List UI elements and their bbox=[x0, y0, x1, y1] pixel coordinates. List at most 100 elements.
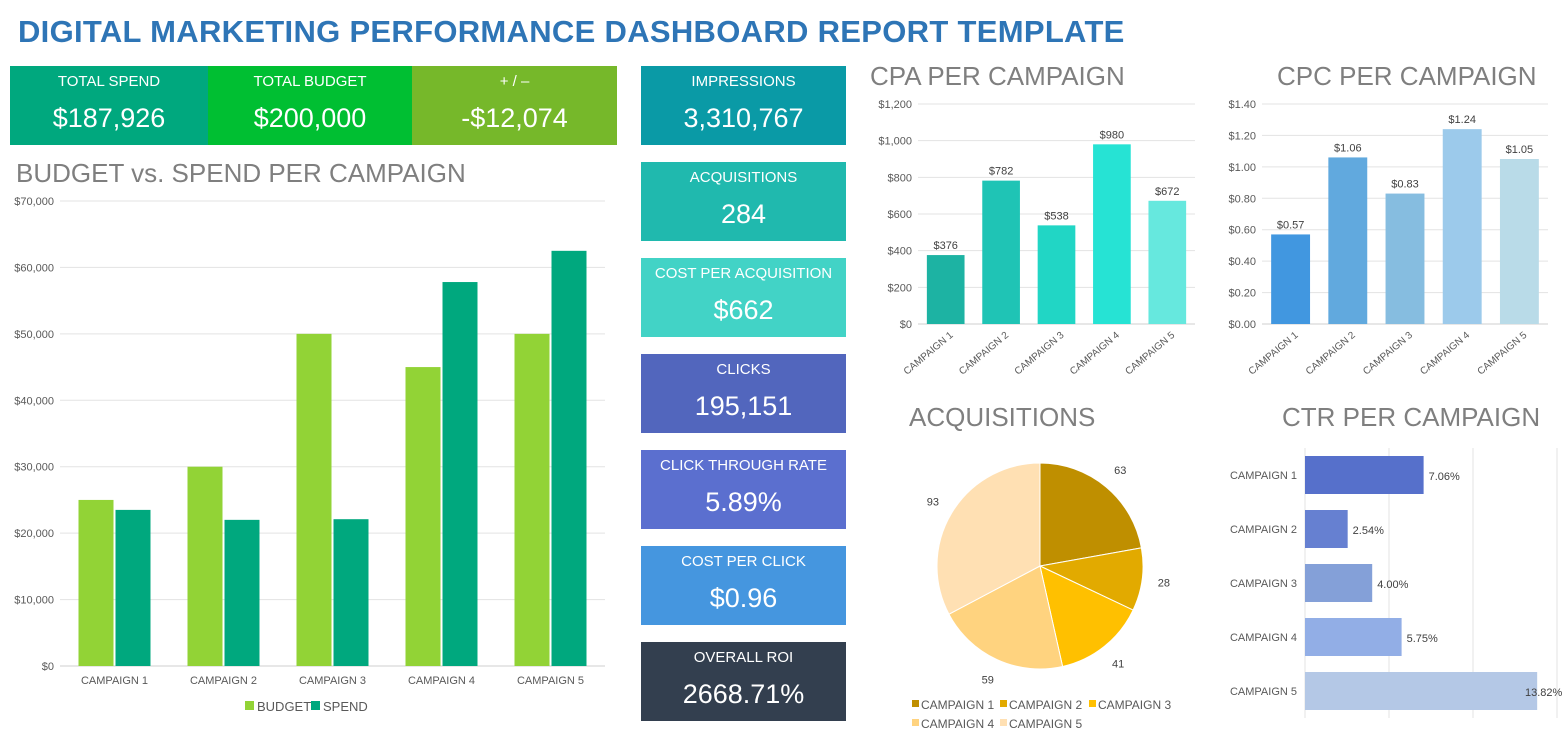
cpc-y-tick: $1.20 bbox=[1228, 130, 1256, 142]
ctr-data-label: 4.00% bbox=[1377, 579, 1408, 591]
cpc-y-tick: $0.40 bbox=[1228, 256, 1256, 268]
legend-swatch bbox=[1089, 700, 1096, 707]
kpi-: + / – -$12,074 bbox=[412, 66, 617, 145]
legend-swatch-spend bbox=[311, 701, 320, 710]
ctr-y-tick: CAMPAIGN 3 bbox=[1230, 578, 1297, 590]
pie-slice-campaign-4 bbox=[948, 565, 1064, 670]
legend-label: CAMPAIGN 2 bbox=[1009, 698, 1082, 712]
budget-bar-budget bbox=[187, 466, 223, 666]
kpi-cost-per-acquisition: COST PER ACQUISITION $662 bbox=[641, 258, 846, 337]
cpc-x-tick: CAMPAIGN 5 bbox=[1476, 330, 1530, 378]
kpi-clicks: CLICKS 195,151 bbox=[641, 354, 846, 433]
ctr-y-tick: CAMPAIGN 5 bbox=[1230, 686, 1297, 698]
budget-y-tick: $60,000 bbox=[14, 262, 54, 274]
cpa-data-label: $672 bbox=[1155, 186, 1179, 198]
cpa-data-label: $538 bbox=[1044, 210, 1068, 222]
budget-bar-budget bbox=[78, 499, 114, 666]
cpa-bar bbox=[1093, 144, 1131, 324]
ctr-y-tick: CAMPAIGN 4 bbox=[1230, 632, 1297, 644]
cpc-y-tick: $0.00 bbox=[1228, 319, 1256, 331]
kpi-label: + / – bbox=[499, 73, 530, 90]
kpi-total-budget: TOTAL BUDGET $200,000 bbox=[208, 66, 412, 145]
cpc-bar bbox=[1385, 193, 1425, 324]
cpc-x-tick: CAMPAIGN 4 bbox=[1418, 330, 1472, 378]
ctr-bar bbox=[1305, 618, 1402, 656]
cpa-x-tick: CAMPAIGN 4 bbox=[1068, 330, 1122, 378]
pie-slice-campaign-3 bbox=[1039, 565, 1134, 668]
cpc-data-label: $1.24 bbox=[1448, 114, 1476, 126]
cpa-y-tick: $400 bbox=[888, 246, 912, 258]
cpc-y-tick: $1.40 bbox=[1228, 99, 1256, 111]
budget-x-tick: CAMPAIGN 5 bbox=[517, 675, 584, 687]
cpa-y-tick: $0 bbox=[900, 319, 912, 331]
budget-x-tick: CAMPAIGN 3 bbox=[299, 675, 366, 687]
kpi-overall-roi: OVERALL ROI 2668.71% bbox=[641, 642, 846, 721]
budget-x-tick: CAMPAIGN 4 bbox=[408, 675, 475, 687]
cpc-y-tick: $1.00 bbox=[1228, 162, 1256, 174]
legend-label: CAMPAIGN 3 bbox=[1098, 698, 1171, 712]
pie-slice-campaign-5 bbox=[936, 462, 1041, 615]
legend-swatch bbox=[1000, 719, 1007, 726]
cpc-bar bbox=[1328, 157, 1368, 324]
kpi-impressions: IMPRESSIONS 3,310,767 bbox=[641, 66, 846, 145]
kpi-label: ACQUISITIONS bbox=[689, 169, 798, 186]
ctr-chart-title: CTR PER CAMPAIGN bbox=[1282, 402, 1541, 432]
cpc-data-label: $0.83 bbox=[1391, 179, 1419, 191]
kpi-value: 3,310,767 bbox=[683, 103, 804, 133]
cpa-bar bbox=[926, 255, 965, 324]
cpc-bar bbox=[1442, 129, 1482, 324]
budget-bar-spend bbox=[551, 250, 587, 667]
ctr-data-label: 2.54% bbox=[1353, 525, 1384, 537]
legend-label: CAMPAIGN 4 bbox=[921, 717, 994, 731]
cpa-y-tick: $1,200 bbox=[878, 99, 912, 111]
budget-bar-spend bbox=[333, 519, 369, 666]
kpi-value: 2668.71% bbox=[682, 679, 805, 709]
ctr-y-tick: CAMPAIGN 2 bbox=[1230, 524, 1297, 536]
cpa-bar bbox=[1148, 200, 1187, 324]
pie-data-label: 41 bbox=[1112, 659, 1124, 671]
kpi-value: 5.89% bbox=[705, 487, 782, 517]
kpi-cost-per-click: COST PER CLICK $0.96 bbox=[641, 546, 846, 625]
cpc-x-tick: CAMPAIGN 3 bbox=[1361, 330, 1415, 378]
budget-bar-spend bbox=[224, 519, 260, 666]
kpi-value: $662 bbox=[713, 295, 774, 325]
cpc-y-tick: $0.60 bbox=[1228, 225, 1256, 237]
legend-swatch-budget bbox=[245, 701, 254, 710]
budget-y-tick: $20,000 bbox=[14, 528, 54, 540]
acq-chart-title: ACQUISITIONS bbox=[909, 402, 1096, 432]
budget-y-tick: $50,000 bbox=[14, 329, 54, 341]
kpi-label: CLICKS bbox=[716, 361, 771, 378]
pie-slice-campaign-1 bbox=[1039, 462, 1142, 567]
cpc-bar bbox=[1271, 234, 1311, 324]
cpa-x-tick: CAMPAIGN 1 bbox=[902, 330, 956, 378]
cpc-data-label: $1.05 bbox=[1506, 144, 1534, 156]
ctr-data-label: 13.82% bbox=[1525, 687, 1563, 699]
budget-y-tick: $70,000 bbox=[14, 196, 54, 208]
cpa-x-tick: CAMPAIGN 5 bbox=[1123, 330, 1177, 378]
cpc-y-tick: $0.20 bbox=[1228, 288, 1256, 300]
ctr-data-label: 5.75% bbox=[1407, 633, 1438, 645]
budget-y-tick: $40,000 bbox=[14, 395, 54, 407]
ctr-bar bbox=[1305, 510, 1348, 548]
budget-x-tick: CAMPAIGN 2 bbox=[190, 675, 257, 687]
pie-data-label: 59 bbox=[982, 675, 994, 687]
cpc-chart-title: CPC PER CAMPAIGN bbox=[1277, 61, 1537, 91]
legend-label: CAMPAIGN 5 bbox=[1009, 717, 1082, 731]
pie-data-label: 63 bbox=[1114, 465, 1126, 477]
page-title: DIGITAL MARKETING PERFORMANCE DASHBOARD … bbox=[18, 14, 1125, 49]
kpi-label: IMPRESSIONS bbox=[691, 73, 796, 90]
cpa-x-tick: CAMPAIGN 3 bbox=[1013, 330, 1067, 378]
kpi-total-spend: TOTAL SPEND $187,926 bbox=[10, 66, 208, 145]
cpc-data-label: $1.06 bbox=[1334, 142, 1362, 154]
legend-swatch bbox=[912, 719, 919, 726]
ctr-data-label: 7.06% bbox=[1429, 471, 1460, 483]
cpc-y-tick: $0.80 bbox=[1228, 193, 1256, 205]
kpi-value: 195,151 bbox=[694, 391, 793, 421]
cpa-chart-title: CPA PER CAMPAIGN bbox=[870, 61, 1125, 91]
kpi-value: -$12,074 bbox=[461, 103, 568, 133]
kpi-value: 284 bbox=[720, 199, 767, 229]
budget-x-tick: CAMPAIGN 1 bbox=[81, 675, 148, 687]
legend-label: BUDGET bbox=[257, 699, 311, 714]
pie-data-label: 93 bbox=[927, 497, 939, 509]
budget-y-tick: $30,000 bbox=[14, 462, 54, 474]
